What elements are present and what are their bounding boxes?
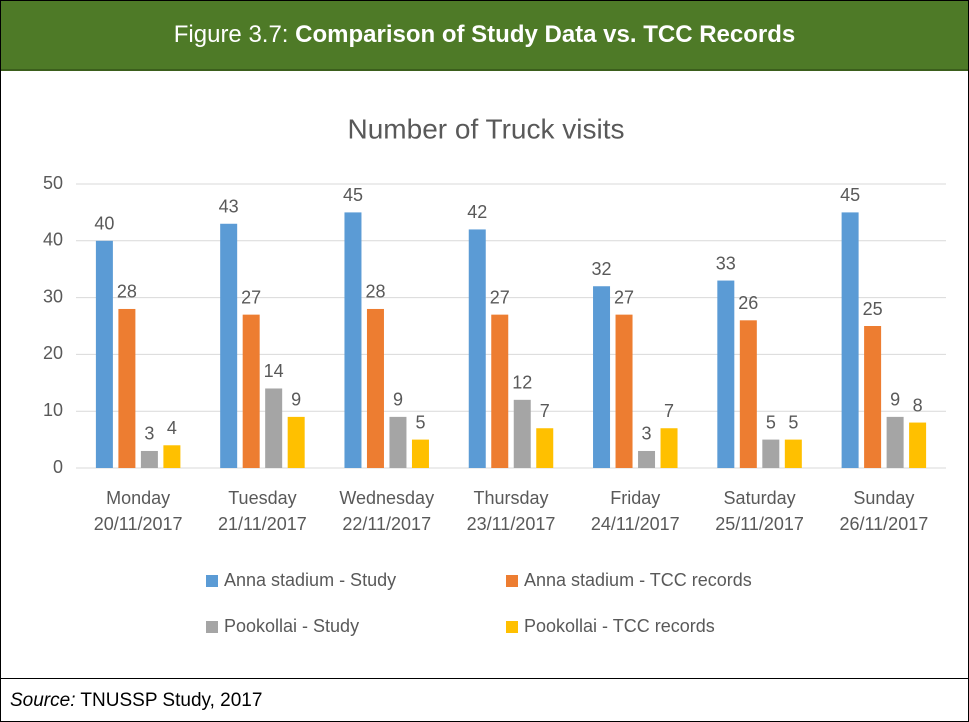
chart-title: Number of Truck visits bbox=[348, 113, 625, 144]
x-tick-label: Sunday bbox=[853, 488, 914, 508]
figure-prefix: Figure 3.7: bbox=[173, 21, 289, 48]
bar bbox=[344, 212, 362, 468]
data-label: 43 bbox=[219, 197, 239, 217]
x-tick-label: 20/11/2017 bbox=[94, 514, 183, 534]
bar bbox=[513, 399, 531, 468]
data-label: 27 bbox=[241, 287, 261, 307]
data-label: 5 bbox=[415, 412, 425, 432]
x-tick-label: 21/11/2017 bbox=[218, 514, 307, 534]
data-label: 5 bbox=[788, 412, 798, 432]
y-tick-label: 20 bbox=[43, 343, 63, 363]
x-tick-label: 22/11/2017 bbox=[342, 514, 431, 534]
legend-label: Pookollai - Study bbox=[224, 616, 359, 636]
data-label: 9 bbox=[291, 390, 301, 410]
x-tick-label: Saturday bbox=[724, 488, 796, 508]
y-tick-label: 10 bbox=[43, 400, 63, 420]
bar bbox=[660, 428, 678, 468]
bar bbox=[468, 229, 486, 468]
data-label: 42 bbox=[467, 202, 487, 222]
data-label: 3 bbox=[144, 424, 154, 444]
data-label: 14 bbox=[264, 361, 284, 381]
legend-swatch bbox=[206, 621, 218, 633]
data-label: 40 bbox=[94, 214, 114, 234]
data-label: 45 bbox=[343, 185, 363, 205]
x-tick-label: 26/11/2017 bbox=[839, 514, 928, 534]
x-tick-label: 25/11/2017 bbox=[715, 514, 804, 534]
y-tick-label: 0 bbox=[53, 457, 63, 477]
data-label: 32 bbox=[592, 259, 612, 279]
data-label: 7 bbox=[664, 401, 674, 421]
bar bbox=[366, 308, 384, 468]
data-label: 3 bbox=[642, 424, 652, 444]
legend-label: Pookollai - TCC records bbox=[524, 616, 715, 636]
bar bbox=[739, 320, 757, 468]
bar bbox=[638, 450, 656, 468]
data-label: 33 bbox=[716, 253, 736, 273]
x-tick-label: Friday bbox=[610, 488, 660, 508]
bar bbox=[242, 314, 260, 468]
data-label: 7 bbox=[540, 401, 550, 421]
bar bbox=[762, 439, 780, 468]
bar bbox=[118, 308, 136, 468]
bar bbox=[593, 286, 611, 468]
x-tick-label: 23/11/2017 bbox=[467, 514, 556, 534]
x-tick-label: Wednesday bbox=[339, 488, 434, 508]
bar bbox=[163, 445, 181, 468]
bar bbox=[220, 223, 238, 468]
data-label: 9 bbox=[890, 390, 900, 410]
x-tick-label: Thursday bbox=[473, 488, 548, 508]
bar bbox=[140, 450, 158, 468]
data-label: 9 bbox=[393, 390, 403, 410]
data-label: 25 bbox=[863, 299, 883, 319]
bar bbox=[864, 326, 882, 468]
chart: Number of Truck visits 0 10 20 30 40 50 Monday… bbox=[43, 113, 946, 636]
legend-label: Anna stadium - TCC records bbox=[524, 570, 752, 590]
x-tick-label: Tuesday bbox=[228, 488, 296, 508]
bar bbox=[265, 388, 283, 468]
data-label: 8 bbox=[913, 395, 923, 415]
data-label: 27 bbox=[614, 287, 634, 307]
x-tick-label: Monday bbox=[106, 488, 170, 508]
legend-swatch bbox=[506, 575, 518, 587]
data-label: 45 bbox=[840, 185, 860, 205]
y-tick-label: 50 bbox=[43, 173, 63, 193]
bar bbox=[287, 416, 305, 468]
data-label: 5 bbox=[766, 412, 776, 432]
bar bbox=[615, 314, 633, 468]
data-label: 4 bbox=[167, 418, 177, 438]
legend-swatch bbox=[506, 621, 518, 633]
data-label: 27 bbox=[490, 287, 510, 307]
bar bbox=[909, 422, 927, 468]
source-note: Source: TNUSSP Study, 2017 bbox=[1, 678, 968, 721]
bar bbox=[389, 416, 407, 468]
data-label: 12 bbox=[512, 373, 532, 393]
figure-title: Comparison of Study Data vs. TCC Records bbox=[295, 21, 796, 48]
bar bbox=[536, 428, 554, 468]
bar bbox=[886, 416, 904, 468]
data-label: 26 bbox=[738, 293, 758, 313]
figure-header: Figure 3.7: Comparison of Study Data vs.… bbox=[1, 1, 968, 71]
legend-label: Anna stadium - Study bbox=[224, 570, 396, 590]
y-tick-label: 30 bbox=[43, 286, 63, 306]
bar bbox=[411, 439, 429, 468]
bar bbox=[95, 240, 113, 468]
bar bbox=[491, 314, 509, 468]
bar bbox=[841, 212, 859, 468]
y-tick-label: 40 bbox=[43, 230, 63, 250]
bar bbox=[784, 439, 802, 468]
data-label: 28 bbox=[117, 282, 137, 302]
legend-swatch bbox=[206, 575, 218, 587]
data-label: 28 bbox=[365, 282, 385, 302]
source-label: Source: bbox=[10, 690, 76, 711]
bar bbox=[717, 280, 735, 468]
x-tick-label: 24/11/2017 bbox=[591, 514, 680, 534]
source-text: TNUSSP Study, 2017 bbox=[80, 690, 263, 711]
